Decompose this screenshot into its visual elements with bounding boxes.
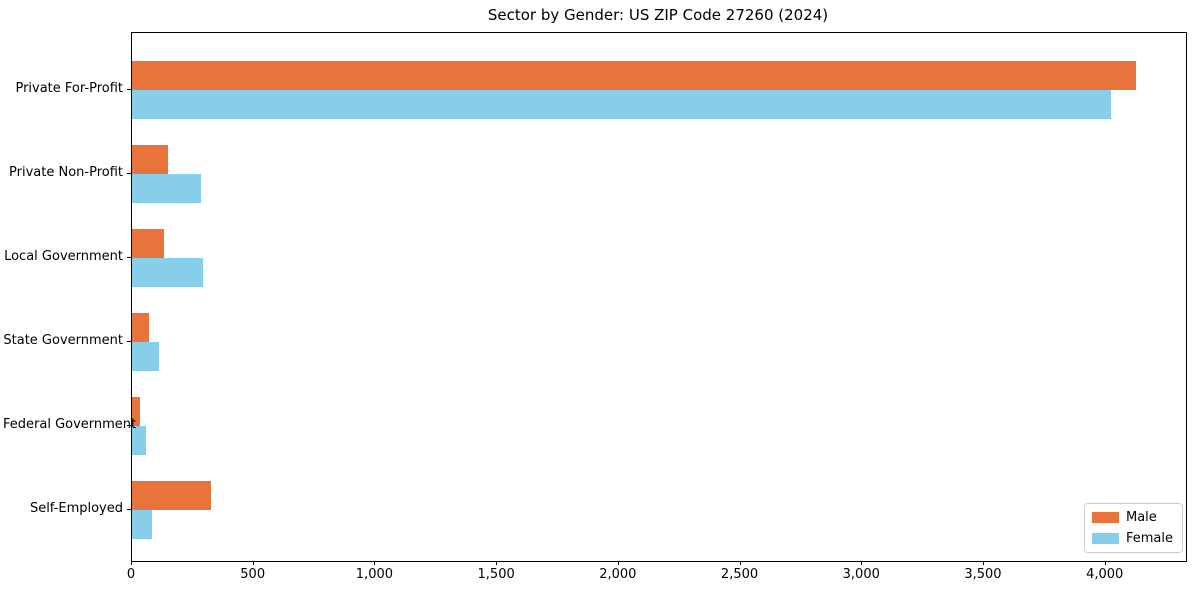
xtick-mark [739, 561, 741, 565]
chart-title: Sector by Gender: US ZIP Code 27260 (202… [487, 6, 829, 24]
xtick-label-3500: 3,500 [964, 567, 1002, 582]
legend-label-male: Male [1125, 510, 1157, 525]
bar-female-private-for-profit [132, 90, 1112, 119]
xtick-mark [861, 561, 863, 565]
ytick-label-self-employed: Self-Employed [29, 501, 123, 516]
xtick-label-3000: 3,000 [842, 567, 880, 582]
xtick-mark [252, 561, 254, 565]
xtick-mark [982, 561, 984, 565]
bar-female-state-government [132, 342, 160, 371]
plot-area: Male Female [131, 32, 1187, 562]
legend-entry-female: Female [1091, 531, 1173, 546]
xtick-label-0: 0 [126, 567, 136, 582]
bar-male-state-government [132, 313, 149, 342]
ytick-mark [127, 341, 131, 342]
ytick-label-state-government: State Government [3, 333, 123, 348]
legend: Male Female [1083, 503, 1183, 553]
bar-male-local-government [132, 229, 165, 258]
bar-male-self-employed [132, 481, 212, 510]
xtick-mark [374, 561, 376, 565]
xtick-mark [131, 561, 132, 565]
ytick-label-private-non-profit: Private Non-Profit [9, 165, 123, 180]
ytick-label-private-for-profit: Private For-Profit [15, 81, 123, 96]
bar-male-private-for-profit [132, 61, 1136, 90]
legend-label-female: Female [1125, 531, 1173, 546]
ytick-label-federal-government: Federal Government [3, 417, 137, 432]
ytick-mark [127, 425, 131, 426]
xtick-label-1500: 1,500 [477, 567, 515, 582]
xtick-label-2500: 2,500 [720, 567, 759, 582]
xtick-label-1000: 1,000 [355, 567, 394, 582]
ytick-mark [127, 173, 131, 174]
xtick-label-500: 500 [240, 567, 266, 582]
bar-female-self-employed [132, 510, 152, 539]
legend-swatch-female [1091, 533, 1119, 544]
ytick-mark [127, 257, 131, 258]
bar-female-local-government [132, 258, 203, 287]
ytick-mark [127, 89, 131, 90]
bar-male-federal-government [132, 397, 141, 426]
xtick-mark [617, 561, 619, 565]
bar-female-federal-government [132, 426, 147, 455]
xtick-label-2000: 2,000 [599, 567, 637, 582]
xtick-mark [1104, 561, 1106, 565]
ytick-label-local-government: Local Government [4, 249, 123, 264]
ytick-mark [127, 509, 131, 510]
xtick-mark [496, 561, 498, 565]
xtick-label-4000: 4,000 [1086, 567, 1124, 582]
legend-swatch-male [1091, 512, 1119, 523]
legend-entry-male: Male [1091, 510, 1173, 525]
bar-male-private-non-profit [132, 145, 168, 174]
bar-female-private-non-profit [132, 174, 201, 203]
